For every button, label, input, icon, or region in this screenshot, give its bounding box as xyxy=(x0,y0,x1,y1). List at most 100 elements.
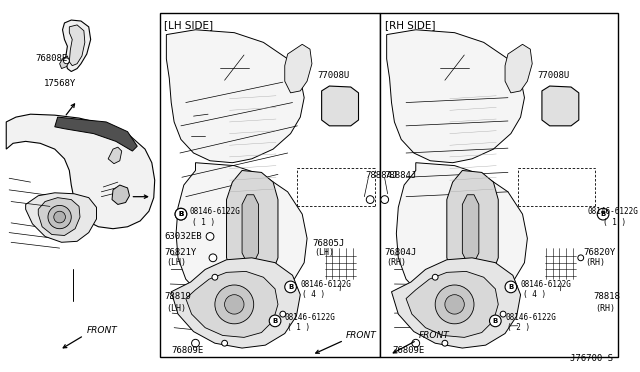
Text: 77008U: 77008U xyxy=(538,71,570,80)
Text: FRONT: FRONT xyxy=(346,331,377,340)
Text: 08146-6122G: 08146-6122G xyxy=(285,314,335,323)
Polygon shape xyxy=(38,198,80,235)
Circle shape xyxy=(269,315,281,327)
Text: FRONT: FRONT xyxy=(87,326,118,335)
Polygon shape xyxy=(542,86,579,126)
Circle shape xyxy=(381,196,388,203)
Text: ( 1 ): ( 1 ) xyxy=(603,218,627,227)
Text: 76808E: 76808E xyxy=(35,54,68,63)
Text: (LH): (LH) xyxy=(314,248,334,257)
Polygon shape xyxy=(505,44,532,93)
Polygon shape xyxy=(322,86,358,126)
Circle shape xyxy=(206,232,214,240)
Polygon shape xyxy=(447,170,499,282)
Bar xyxy=(380,13,618,357)
Circle shape xyxy=(435,285,474,324)
Circle shape xyxy=(221,340,227,346)
Text: 63032EB: 63032EB xyxy=(164,232,202,241)
Circle shape xyxy=(191,339,199,347)
Polygon shape xyxy=(26,193,97,242)
Circle shape xyxy=(500,311,506,317)
Circle shape xyxy=(445,295,464,314)
Polygon shape xyxy=(186,272,278,337)
Circle shape xyxy=(212,274,218,280)
Text: 08146-6122G: 08146-6122G xyxy=(505,314,556,323)
Text: 08146-6122G: 08146-6122G xyxy=(588,207,638,216)
Circle shape xyxy=(442,340,448,346)
Circle shape xyxy=(490,315,501,327)
Text: FRONT: FRONT xyxy=(419,331,449,340)
Polygon shape xyxy=(112,185,129,205)
Circle shape xyxy=(597,208,609,220)
Text: 76809E: 76809E xyxy=(172,346,204,355)
Circle shape xyxy=(225,295,244,314)
Circle shape xyxy=(432,274,438,280)
Polygon shape xyxy=(55,117,137,151)
Text: 78818: 78818 xyxy=(593,292,620,301)
Text: 76809E: 76809E xyxy=(392,346,424,355)
Text: ( 2 ): ( 2 ) xyxy=(507,323,530,332)
Circle shape xyxy=(63,58,69,64)
Circle shape xyxy=(285,281,296,293)
Text: 78884J: 78884J xyxy=(385,171,417,180)
Text: 76804J: 76804J xyxy=(385,248,417,257)
Circle shape xyxy=(505,281,516,293)
Polygon shape xyxy=(172,258,300,348)
Polygon shape xyxy=(63,20,91,71)
Text: ( 1 ): ( 1 ) xyxy=(191,218,215,227)
Circle shape xyxy=(209,254,217,262)
Polygon shape xyxy=(6,114,155,229)
Circle shape xyxy=(412,339,420,347)
Text: (LH): (LH) xyxy=(166,258,186,267)
Text: 08146-6122G: 08146-6122G xyxy=(520,279,572,289)
Polygon shape xyxy=(166,30,304,163)
Polygon shape xyxy=(69,25,85,66)
Text: (LH): (LH) xyxy=(166,304,186,313)
Circle shape xyxy=(175,208,187,220)
Text: [RH SIDE]: [RH SIDE] xyxy=(385,20,435,30)
Text: (RH): (RH) xyxy=(586,258,605,267)
Text: 08146-6122G: 08146-6122G xyxy=(300,279,351,289)
Polygon shape xyxy=(242,195,259,263)
Circle shape xyxy=(54,211,65,223)
Polygon shape xyxy=(60,56,69,68)
Text: ( 1 ): ( 1 ) xyxy=(287,323,310,332)
Text: 76820Y: 76820Y xyxy=(584,248,616,257)
Text: 77008U: 77008U xyxy=(317,71,349,80)
Circle shape xyxy=(578,255,584,261)
Circle shape xyxy=(280,311,285,317)
Text: B: B xyxy=(493,318,498,324)
Polygon shape xyxy=(392,258,520,348)
Polygon shape xyxy=(227,170,278,282)
Text: B: B xyxy=(288,284,293,290)
Text: B: B xyxy=(508,284,513,290)
Polygon shape xyxy=(406,272,499,337)
Bar xyxy=(159,13,380,357)
Polygon shape xyxy=(285,44,312,93)
Text: B: B xyxy=(179,211,184,217)
Polygon shape xyxy=(176,163,307,302)
Text: [LH SIDE]: [LH SIDE] xyxy=(164,20,214,30)
Polygon shape xyxy=(387,30,524,163)
Text: 78884J: 78884J xyxy=(365,171,397,180)
Circle shape xyxy=(48,205,71,229)
Polygon shape xyxy=(462,195,479,263)
Text: B: B xyxy=(273,318,278,324)
Text: J76700 S: J76700 S xyxy=(570,354,612,363)
Text: B: B xyxy=(179,211,184,217)
Text: 08146-6122G: 08146-6122G xyxy=(189,207,241,216)
Polygon shape xyxy=(108,147,122,164)
Circle shape xyxy=(215,285,253,324)
Text: (RH): (RH) xyxy=(387,258,406,267)
Polygon shape xyxy=(396,163,527,302)
Text: 17568Y: 17568Y xyxy=(44,78,76,88)
Text: 76805J: 76805J xyxy=(312,239,344,248)
Circle shape xyxy=(366,196,374,203)
Text: ( 4 ): ( 4 ) xyxy=(302,290,325,299)
Text: ( 4 ): ( 4 ) xyxy=(522,290,546,299)
Text: 78819: 78819 xyxy=(164,292,191,301)
Text: 76821Y: 76821Y xyxy=(164,248,196,257)
Text: (RH): (RH) xyxy=(595,304,615,313)
Text: B: B xyxy=(600,211,605,217)
Circle shape xyxy=(175,208,187,220)
